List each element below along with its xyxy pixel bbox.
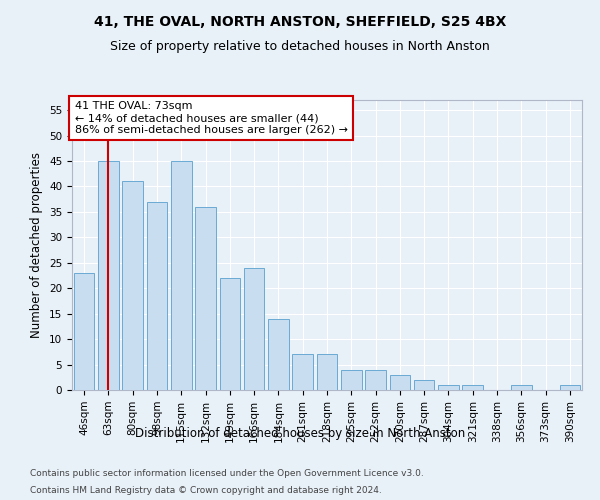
- Bar: [268, 319, 289, 390]
- Bar: [389, 374, 410, 390]
- Text: Size of property relative to detached houses in North Anston: Size of property relative to detached ho…: [110, 40, 490, 53]
- Bar: [146, 202, 167, 390]
- Bar: [98, 161, 119, 390]
- Bar: [463, 385, 483, 390]
- Bar: [74, 273, 94, 390]
- Bar: [560, 385, 580, 390]
- Bar: [195, 207, 216, 390]
- Bar: [171, 161, 191, 390]
- Bar: [511, 385, 532, 390]
- Bar: [365, 370, 386, 390]
- Text: 41 THE OVAL: 73sqm
← 14% of detached houses are smaller (44)
86% of semi-detache: 41 THE OVAL: 73sqm ← 14% of detached hou…: [74, 102, 347, 134]
- Bar: [317, 354, 337, 390]
- Y-axis label: Number of detached properties: Number of detached properties: [31, 152, 43, 338]
- Bar: [438, 385, 459, 390]
- Bar: [244, 268, 265, 390]
- Bar: [292, 354, 313, 390]
- Bar: [341, 370, 362, 390]
- Bar: [414, 380, 434, 390]
- Bar: [122, 182, 143, 390]
- Text: Contains public sector information licensed under the Open Government Licence v3: Contains public sector information licen…: [30, 468, 424, 477]
- Text: Contains HM Land Registry data © Crown copyright and database right 2024.: Contains HM Land Registry data © Crown c…: [30, 486, 382, 495]
- Bar: [220, 278, 240, 390]
- Text: 41, THE OVAL, NORTH ANSTON, SHEFFIELD, S25 4BX: 41, THE OVAL, NORTH ANSTON, SHEFFIELD, S…: [94, 15, 506, 29]
- Text: Distribution of detached houses by size in North Anston: Distribution of detached houses by size …: [135, 428, 465, 440]
